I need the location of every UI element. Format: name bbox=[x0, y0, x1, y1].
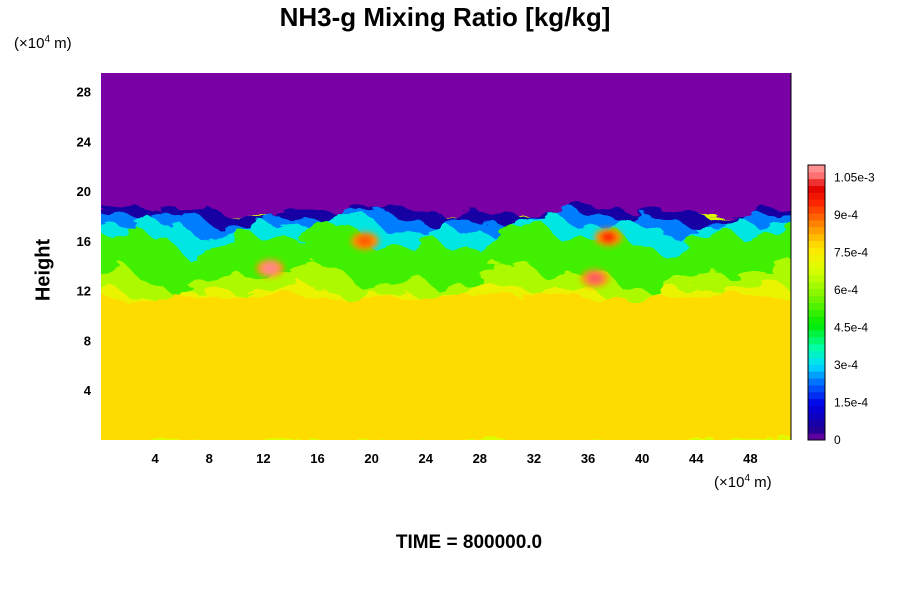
y-tick-label: 8 bbox=[84, 333, 91, 348]
x-unit-suffix: m) bbox=[750, 474, 772, 491]
y-axis-unit: (×104 m) bbox=[14, 34, 72, 52]
x-tick-labels: 4 8 12 16 20 24 28 32 36 40 44 48 bbox=[152, 451, 758, 466]
x-tick-label: 8 bbox=[206, 451, 213, 466]
colorbar-tick-label: 4.5e-4 bbox=[834, 321, 868, 335]
colorbar-segment bbox=[808, 336, 825, 345]
chart-title: NH3-g Mixing Ratio [kg/kg] bbox=[279, 2, 611, 32]
colorbar-segment bbox=[808, 247, 825, 255]
x-unit-exponent: 4 bbox=[744, 473, 751, 484]
colorbar-segment bbox=[808, 268, 825, 276]
y-tick-labels: 4 8 12 16 20 24 28 bbox=[77, 85, 92, 399]
x-tick-label: 12 bbox=[256, 451, 270, 466]
x-tick-label: 16 bbox=[310, 451, 324, 466]
colorbar-tick-label: 7.5e-4 bbox=[834, 246, 868, 260]
colorbar-segment bbox=[808, 323, 825, 331]
x-tick-label: 32 bbox=[527, 451, 541, 466]
colorbar-tick-label: 1.05e-3 bbox=[834, 171, 875, 185]
x-tick-label: 20 bbox=[364, 451, 378, 466]
colorbar-segment bbox=[808, 364, 825, 372]
x-tick-label: 4 bbox=[152, 451, 160, 466]
colorbar-segment bbox=[808, 343, 825, 352]
colorbar-segment bbox=[808, 405, 825, 413]
colorbar-segment bbox=[808, 192, 825, 200]
colorbar-tick-labels: 0 1.5e-4 3e-4 4.5e-4 6e-4 7.5e-4 9e-4 1.05e-3 bbox=[834, 171, 875, 448]
y-tick-label: 28 bbox=[77, 85, 91, 100]
colorbar-segment bbox=[808, 171, 825, 180]
colorbar-tick-label: 6e-4 bbox=[834, 283, 858, 297]
colorbar-segment bbox=[808, 288, 825, 297]
colorbar-segment bbox=[808, 206, 825, 214]
colorbar-segment bbox=[808, 391, 825, 400]
colorbar-segment bbox=[808, 302, 825, 310]
x-tick-label: 24 bbox=[418, 451, 433, 466]
x-tick-label: 28 bbox=[473, 451, 487, 466]
colorbar-segment bbox=[808, 419, 825, 427]
colorbar-tick-label: 9e-4 bbox=[834, 208, 858, 222]
y-tick-label: 12 bbox=[77, 284, 91, 299]
plot-area bbox=[101, 73, 792, 440]
colorbar-segment bbox=[808, 165, 825, 173]
colorbar-segment bbox=[808, 226, 825, 235]
y-tick-label: 16 bbox=[77, 234, 91, 249]
colorbar-segment bbox=[808, 412, 825, 420]
colorbar-segment bbox=[808, 433, 825, 441]
hotspot-core bbox=[262, 262, 279, 275]
y-tick-label: 20 bbox=[77, 184, 91, 199]
y-tick-label: 24 bbox=[77, 134, 92, 149]
colorbar-segment bbox=[808, 275, 825, 283]
colorbar-segment bbox=[808, 261, 825, 269]
colorbar bbox=[807, 164, 826, 441]
x-axis-unit: (×104 m) bbox=[714, 473, 772, 491]
colorbar-tick-label: 0 bbox=[834, 433, 841, 447]
colorbar-segment bbox=[808, 281, 825, 290]
colorbar-segment bbox=[808, 309, 825, 317]
colorbar-segment bbox=[808, 233, 825, 242]
colorbar-segment bbox=[808, 330, 825, 338]
y-unit-prefix: (×10 bbox=[14, 35, 45, 52]
colorbar-segment bbox=[808, 240, 825, 248]
colorbar-segment bbox=[808, 254, 825, 262]
colorbar-segment bbox=[808, 178, 825, 187]
field-hotspots bbox=[256, 228, 623, 288]
x-tick-label: 48 bbox=[743, 451, 757, 466]
colorbar-segment bbox=[808, 295, 825, 303]
colorbar-segment bbox=[808, 220, 825, 228]
colorbar-segment bbox=[808, 398, 825, 407]
time-label: TIME = 800000.0 bbox=[395, 532, 543, 553]
colorbar-segment bbox=[808, 385, 825, 393]
colorbar-segment bbox=[808, 350, 825, 358]
colorbar-segment bbox=[808, 185, 825, 193]
colorbar-segment bbox=[808, 357, 825, 365]
x-tick-label: 44 bbox=[689, 451, 704, 466]
colorbar-frame bbox=[807, 164, 826, 441]
hotspot-core bbox=[356, 234, 373, 247]
y-tick-label: 4 bbox=[84, 383, 92, 398]
hotspot-core bbox=[600, 231, 617, 244]
layer-upper-uniform bbox=[101, 73, 791, 217]
x-unit-prefix: (×10 bbox=[714, 474, 745, 491]
y-unit-exponent: 4 bbox=[44, 34, 51, 45]
colorbar-segment bbox=[808, 371, 825, 379]
layer-lower-uniform bbox=[101, 292, 791, 440]
field-layers bbox=[101, 73, 791, 440]
x-tick-label: 36 bbox=[581, 451, 595, 466]
colorbar-segment bbox=[808, 426, 825, 434]
colorbar-segment bbox=[808, 213, 825, 221]
hotspot-core bbox=[586, 272, 603, 285]
x-tick-label: 40 bbox=[635, 451, 649, 466]
colorbar-tick-label: 1.5e-4 bbox=[834, 396, 868, 410]
colorbar-tick-label: 3e-4 bbox=[834, 358, 858, 372]
colorbar-segment bbox=[808, 316, 825, 324]
colorbar-segment bbox=[808, 199, 825, 207]
y-unit-suffix: m) bbox=[50, 35, 72, 52]
colorbar-segment bbox=[808, 378, 825, 386]
